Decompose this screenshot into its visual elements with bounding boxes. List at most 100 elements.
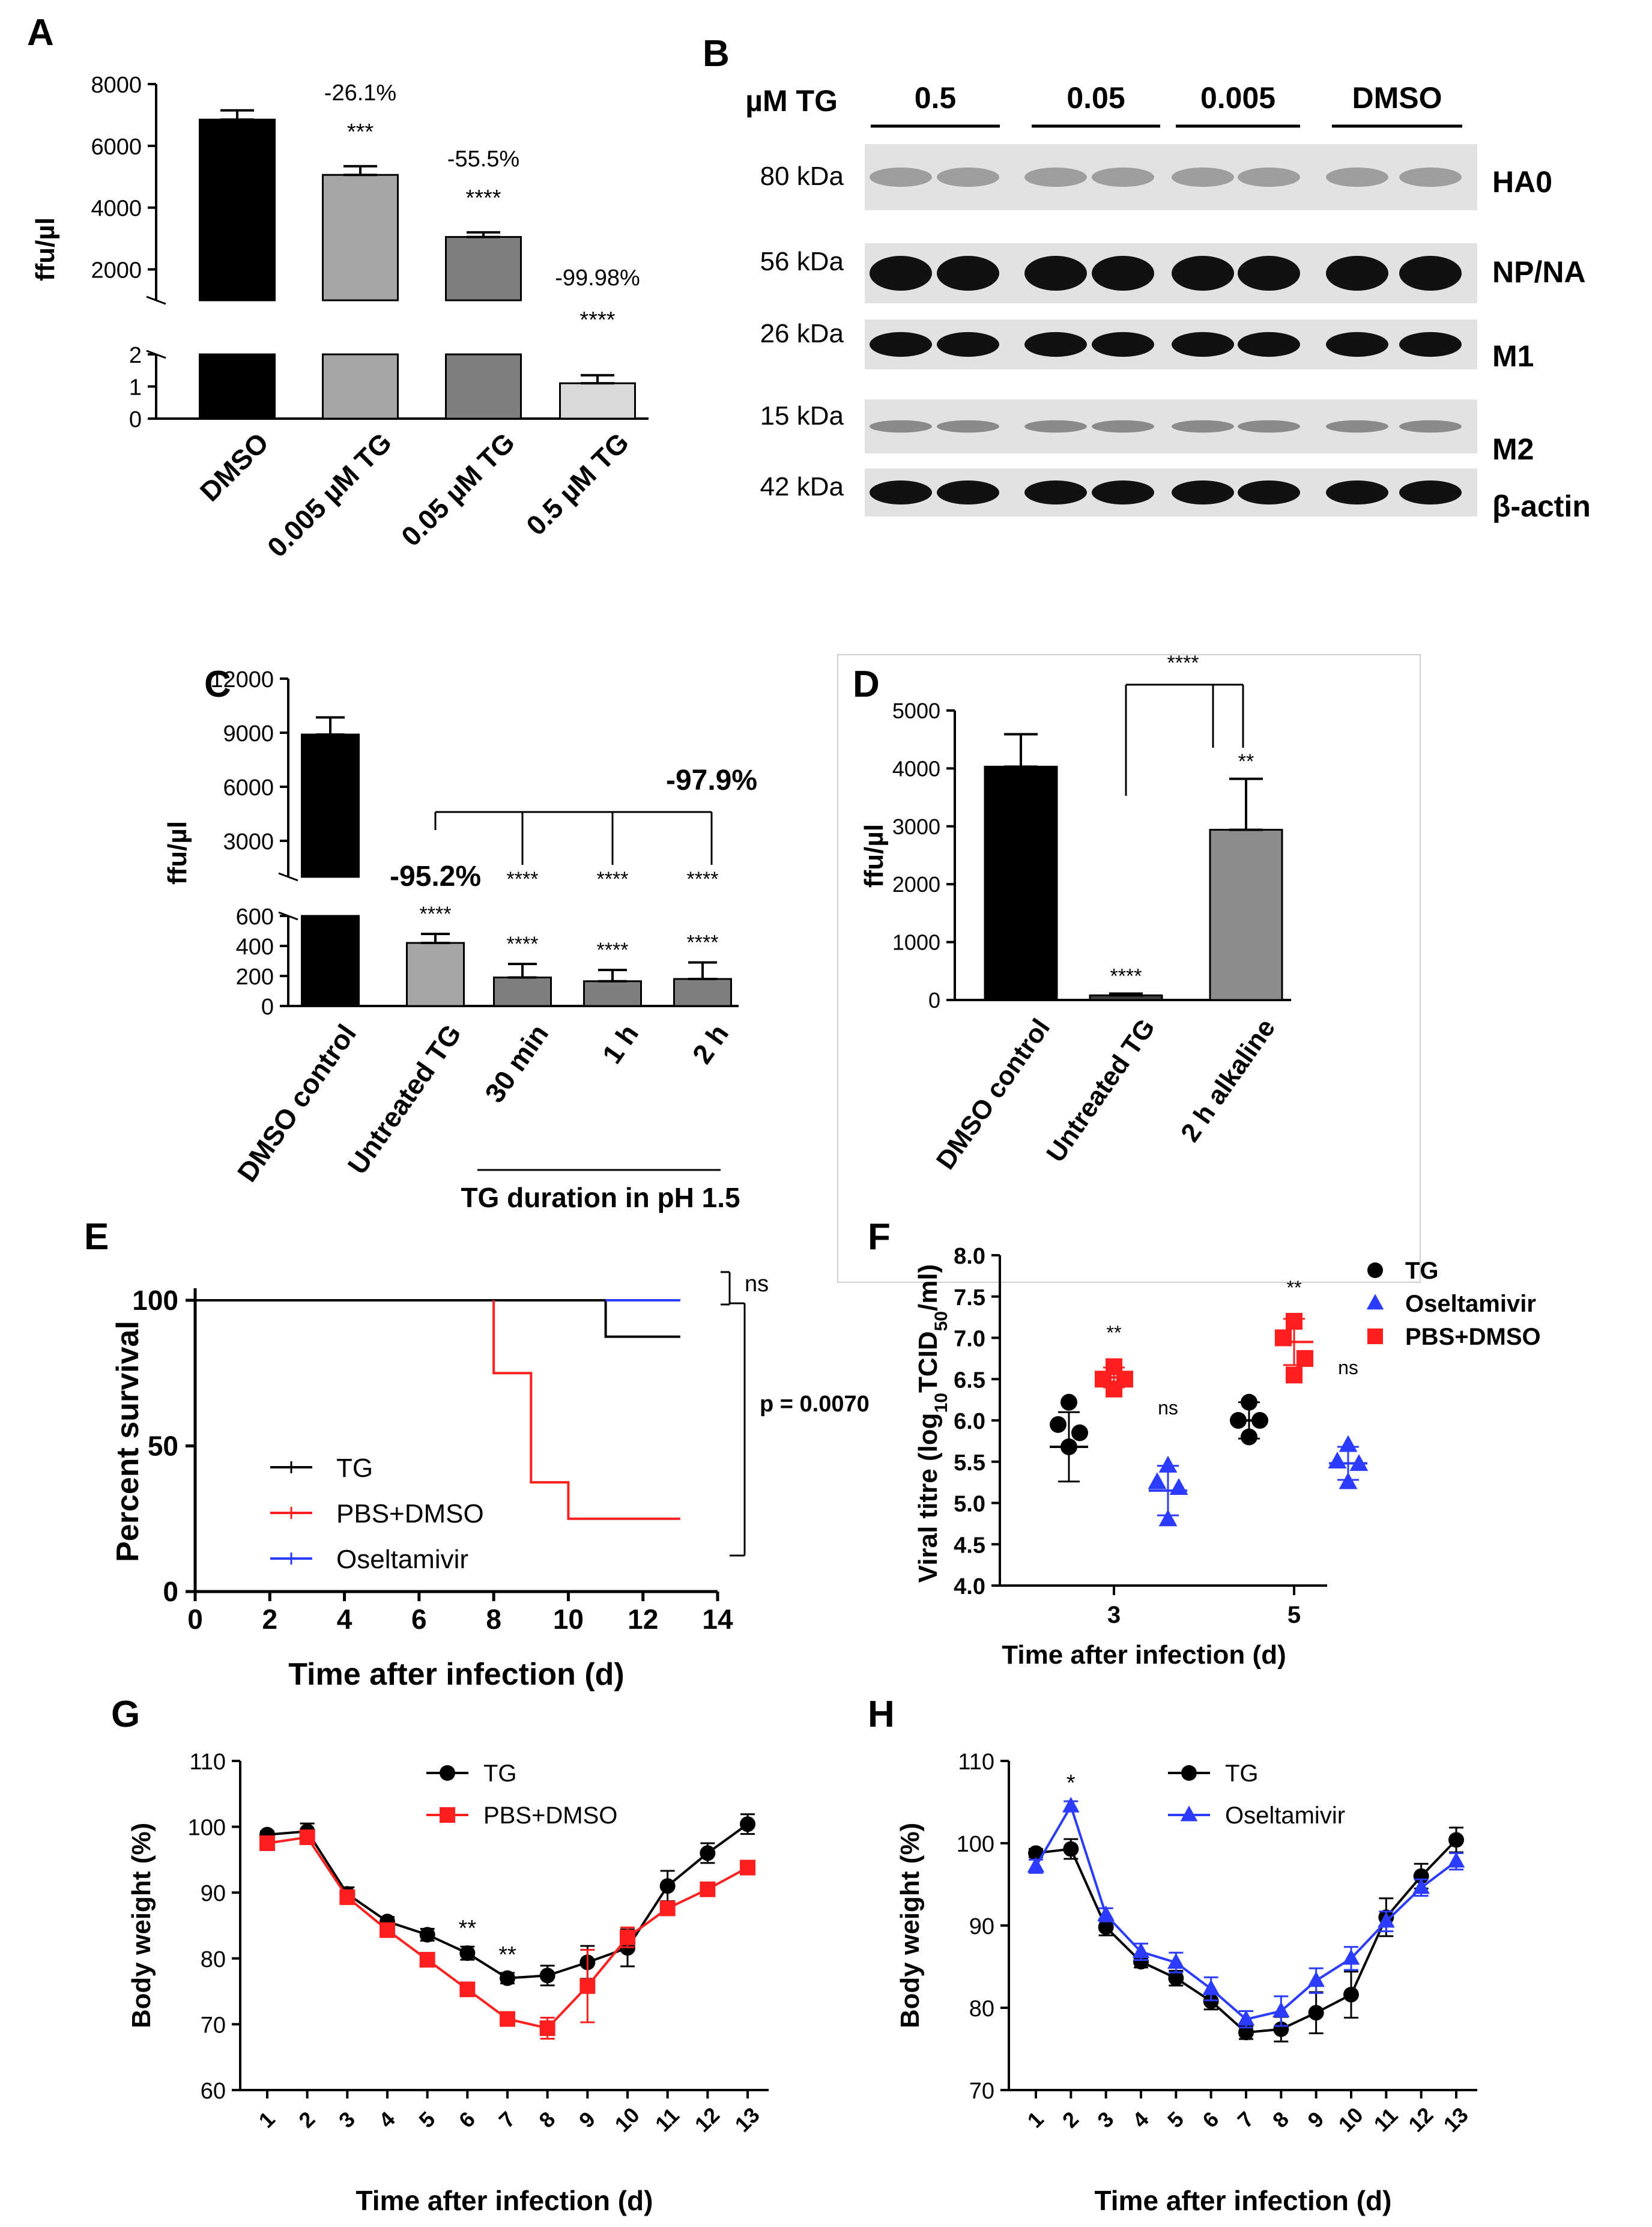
panel-label-a: A	[27, 12, 54, 53]
bar-3	[1209, 829, 1283, 1001]
data-point-pbs-dmso	[299, 1829, 315, 1846]
ns-label: ns	[745, 1271, 769, 1297]
data-point-tg	[459, 1945, 476, 1962]
kda-label: 56 kDa	[760, 247, 844, 276]
bar-upper-1	[199, 118, 276, 301]
protein-label: M1	[1492, 339, 1534, 373]
y-tick-label: 80	[969, 1996, 994, 2022]
data-point-tg	[1098, 1919, 1114, 1935]
significance-label: ns	[1338, 1357, 1358, 1378]
blot-header: µM TG	[745, 84, 838, 118]
bar-lower-1	[301, 915, 360, 1007]
data-point-tg	[1343, 1987, 1359, 2003]
y-tick-label: 0	[163, 1576, 178, 1607]
protein-band	[1172, 332, 1234, 357]
legend-marker	[1366, 1294, 1384, 1310]
y-tick-label: 5.5	[954, 1450, 985, 1476]
data-point-tg	[659, 1878, 676, 1894]
data-point-oseltamivir	[1167, 1953, 1185, 1969]
x-tick-label: 0.05 µM TG	[395, 426, 521, 552]
data-point-oseltamivir	[1097, 1905, 1115, 1921]
y-tick-label: 8000	[91, 73, 142, 98]
y-tick-label: 1	[129, 375, 142, 401]
protein-label: NP/NA	[1492, 255, 1586, 289]
panel-label-h: H	[868, 1694, 895, 1735]
error-bar-2	[343, 165, 377, 177]
y-tick-label: 100	[188, 1816, 226, 1841]
data-point-tg	[1060, 1393, 1077, 1411]
significance-label: ****	[1110, 965, 1142, 987]
x-tick-label: 2 h	[686, 1019, 734, 1069]
data-point-pbs-dmso	[380, 1922, 395, 1938]
y-tick-label: 2	[129, 343, 142, 368]
bar-5	[673, 978, 732, 1007]
data-point-oseltamivir	[1158, 1455, 1178, 1473]
x-tick-label: 14	[702, 1604, 733, 1635]
protein-band	[1024, 332, 1087, 357]
percent-label: -26.1%	[324, 80, 396, 106]
protein-band	[1399, 256, 1462, 291]
legend-label: PBS+DMSO	[483, 1802, 617, 1829]
legend-marker	[440, 1765, 455, 1781]
significance-label: **	[459, 1916, 477, 1941]
y-tick-label: 5000	[892, 698, 940, 723]
legend-marker	[440, 1807, 455, 1823]
data-point-oseltamivir	[1202, 1979, 1220, 1995]
y-tick-label: 6.0	[954, 1409, 985, 1434]
data-point-tg	[500, 1970, 515, 1986]
percent-untreated: -95.2%	[390, 861, 481, 892]
y-tick-label: 3000	[223, 829, 274, 855]
significance-label: ns	[1158, 1397, 1178, 1419]
bar-upper-3	[445, 236, 522, 301]
percent-label: -99.98%	[555, 265, 640, 291]
x-tick-label: 3	[334, 2107, 360, 2133]
sd-bar	[1283, 1318, 1305, 1366]
x-tick-label: 6	[1197, 2107, 1223, 2133]
x-tick-label: 1	[254, 2107, 280, 2133]
x-tick-label: 3	[1107, 1602, 1121, 1628]
dose-label: DMSO	[1352, 81, 1442, 115]
protein-band	[1172, 167, 1234, 187]
y-axis-label: ffu/µl	[859, 824, 889, 888]
protein-band	[1399, 420, 1462, 433]
protein-band	[1326, 167, 1388, 187]
x-axis-label: Time after infection (d)	[1095, 2185, 1392, 2216]
protein-band	[870, 420, 932, 433]
x-tick-label: 12	[628, 1604, 658, 1635]
bar-upper-2	[322, 174, 399, 301]
x-tick-label: 5	[1163, 2107, 1188, 2133]
error-bar-1	[1004, 733, 1038, 768]
y-tick-label: 200	[236, 965, 274, 990]
data-point-tg	[1238, 2025, 1254, 2041]
x-tick-label: 4	[337, 1604, 352, 1635]
data-point-pbs-dmso	[659, 1900, 676, 1916]
significance-label: ****	[507, 868, 539, 891]
x-tick-label: 2	[294, 2107, 319, 2133]
protein-band	[870, 480, 932, 504]
y-tick-label: 9000	[223, 721, 274, 747]
x-axis-label: Time after infection (d)	[356, 2185, 653, 2216]
x-tick-label: 0.005 µM TG	[261, 426, 398, 563]
axis-break-mark	[278, 872, 298, 882]
error-bar-4	[598, 969, 627, 983]
bar-lower-1	[199, 353, 276, 420]
significance-label: ****	[465, 186, 501, 211]
x-tick-label: 11	[650, 2103, 684, 2136]
x-tick-label: Untreated TG	[341, 1019, 467, 1180]
protein-band	[1024, 480, 1087, 504]
data-point-pbs-dmso	[1275, 1329, 1292, 1347]
significance-label: **	[1107, 1322, 1122, 1344]
error-bar-3	[1229, 777, 1263, 831]
significance-label: ****	[507, 933, 539, 956]
significance-label: ****	[597, 939, 629, 962]
x-tick-label: 2 h alkaline	[1175, 1014, 1281, 1147]
y-tick-label: 90	[201, 1881, 226, 1906]
panel-frame	[837, 654, 1421, 1283]
legend-marker	[1181, 1765, 1197, 1781]
error-bar-3	[508, 963, 537, 979]
y-tick-label: 4000	[91, 196, 142, 222]
significance-label: ****	[687, 868, 719, 891]
data-point-tg	[1071, 1424, 1088, 1441]
x-tick-label: 5	[414, 2107, 440, 2133]
kda-label: 80 kDa	[760, 162, 844, 191]
